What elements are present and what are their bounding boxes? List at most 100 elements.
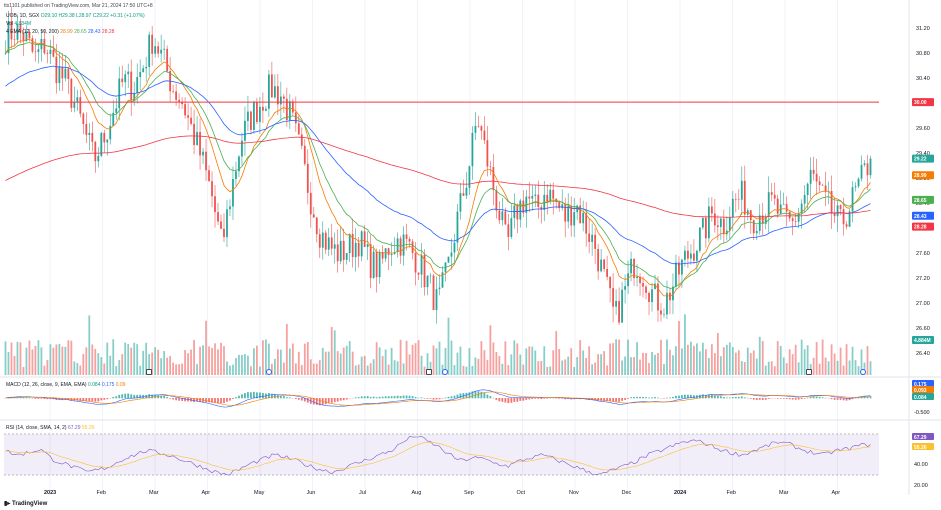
candle-body — [345, 253, 348, 260]
volume-bar — [166, 357, 169, 375]
candle-body — [100, 132, 103, 156]
candle-body — [279, 96, 282, 105]
volume-bar — [124, 342, 127, 375]
candle-body — [561, 204, 564, 209]
rsi-value: 67.29 — [67, 425, 81, 431]
symbol-legend[interactable]: UOB, 1D, SGX O29.10 H29.38 L28.97 C29.22… — [6, 13, 145, 19]
macd-histogram-bar — [327, 398, 330, 404]
volume-bar — [399, 339, 402, 375]
volume-bar — [363, 355, 366, 375]
macd-legend[interactable]: MACD (12, 26, close, 9, EMA, EMA) 0.084 … — [6, 382, 126, 388]
macd-histogram-bar — [806, 397, 809, 399]
candle-body — [675, 262, 677, 287]
candle-body — [384, 248, 387, 259]
volume-bar — [79, 365, 82, 375]
volume-bar — [259, 366, 261, 375]
candle-body — [142, 68, 145, 73]
candle-body — [761, 215, 764, 224]
volume-bar — [315, 363, 318, 375]
volume-bar — [187, 353, 189, 375]
volume-bar — [678, 321, 680, 375]
macd-histogram-bar — [818, 397, 821, 399]
candle-body — [244, 120, 246, 141]
macd-histogram-bar — [244, 393, 246, 399]
macd-histogram-bar — [345, 398, 348, 400]
candle-body — [294, 112, 297, 124]
candle-body — [175, 91, 178, 100]
macd-histogram-bar — [501, 398, 504, 402]
candle-body — [773, 194, 776, 199]
volume-bar — [800, 339, 803, 375]
macd-histogram-bar — [357, 397, 360, 399]
macd-histogram-bar — [214, 398, 216, 403]
volume-bar — [354, 365, 357, 375]
macd-histogram-bar — [375, 397, 378, 399]
event-flag-icon[interactable] — [806, 369, 812, 375]
candle-body — [633, 258, 635, 279]
candle-body — [91, 132, 94, 142]
date-tick-label: 2024 — [674, 490, 687, 496]
volume-bar — [573, 366, 576, 375]
volume-bar — [609, 343, 612, 375]
volume-bar — [145, 342, 148, 375]
macd-histogram-bar — [681, 395, 683, 399]
volume-bar — [851, 346, 854, 375]
macd-histogram-bar — [22, 397, 25, 399]
tradingview-logo[interactable]: ▮▸ TradingView — [4, 500, 47, 507]
volume-bar — [163, 351, 166, 375]
candle-body — [259, 106, 261, 122]
event-flag-icon[interactable] — [426, 369, 432, 375]
ema-legend[interactable]: 4 EMA (12, 20, 50, 200) 28.99 28.65 28.4… — [6, 29, 114, 35]
dividend-marker-icon[interactable] — [442, 369, 448, 375]
volume-bar — [564, 359, 567, 375]
candle-body — [330, 237, 333, 249]
rsi-ma-value: 55.26 — [81, 425, 95, 431]
candle-body — [25, 31, 28, 42]
macd-histogram-bar — [432, 398, 435, 400]
volume-bar — [531, 346, 534, 375]
candle-body — [803, 194, 806, 204]
volume-bar — [85, 347, 88, 375]
macd-histogram-bar — [279, 395, 282, 399]
volume-legend[interactable]: Vol 4.884M — [6, 21, 31, 27]
volume-bar — [860, 349, 863, 375]
logo-text: TradingView — [12, 501, 48, 507]
price-tag-label: 29.22 — [914, 157, 927, 163]
macd-hist-value: 0.084 — [87, 382, 101, 388]
candle-body — [85, 123, 88, 135]
candle-body — [513, 205, 516, 219]
candle-body — [181, 101, 183, 105]
candle-body — [534, 194, 537, 196]
volume-bar — [175, 364, 178, 375]
macd-histogram-bar — [241, 394, 243, 399]
candle-body — [486, 140, 489, 167]
volume-bar — [151, 352, 154, 375]
candle-body — [214, 196, 216, 213]
macd-histogram-bar — [609, 398, 612, 402]
macd-histogram-bar — [516, 398, 519, 402]
candle-body — [504, 211, 507, 225]
candle-body — [133, 92, 136, 101]
dividend-marker-icon[interactable] — [266, 369, 272, 375]
price-tag — [912, 171, 934, 180]
macd-histogram-bar — [196, 398, 198, 402]
event-flag-icon[interactable] — [146, 369, 152, 375]
volume-bar — [636, 342, 638, 375]
candle-body — [202, 151, 204, 156]
candle-body — [157, 46, 160, 54]
candle-body — [681, 259, 683, 275]
candle-body — [453, 242, 456, 253]
dividend-marker-icon[interactable] — [860, 369, 866, 375]
macd-histogram-bar — [220, 398, 222, 404]
candle-body — [606, 268, 609, 277]
candle-body — [573, 212, 576, 226]
macd-histogram-bar — [187, 398, 189, 402]
rsi-legend[interactable]: RSI (14, close, SMA, 14, 2) 67.29 55.26 — [6, 425, 94, 431]
price-tag — [912, 195, 934, 204]
candle-body — [863, 163, 866, 165]
volume-bar — [657, 353, 659, 375]
macd-histogram-bar — [282, 396, 285, 399]
macd-tag — [912, 380, 934, 387]
volume-bar — [142, 350, 145, 375]
